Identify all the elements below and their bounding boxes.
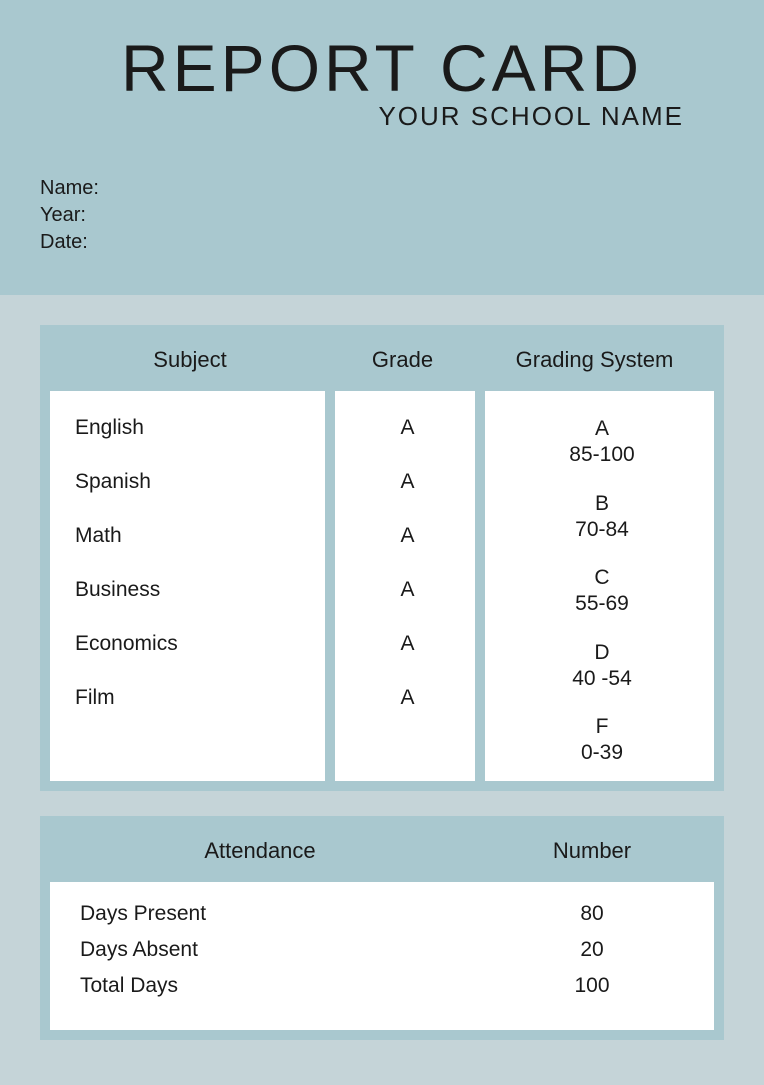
grading-system-panel: A 85-100 B 70-84 C 55-69 D 40 -54 F 0-	[485, 391, 714, 781]
grade-range: 55-69	[575, 592, 629, 615]
subject-grade: A	[360, 632, 455, 656]
grade-range: 40 -54	[572, 667, 632, 690]
attendance-header: Attendance Number	[50, 826, 714, 882]
grading-system-entry: B 70-84	[510, 491, 694, 544]
grade-letter: F	[596, 715, 609, 738]
subject-grade: A	[360, 686, 455, 710]
grade-range: 0-39	[581, 741, 623, 764]
subject-grade: A	[360, 578, 455, 602]
subject-name: Economics	[75, 632, 305, 656]
subject-panel: English Spanish Math Business Economics …	[50, 391, 325, 781]
grades-body: English Spanish Math Business Economics …	[50, 391, 714, 781]
grading-system-entry: A 85-100	[510, 416, 694, 469]
grades-header: Subject Grade Grading System	[50, 335, 714, 391]
subject-name: Math	[75, 524, 305, 548]
attendance-number: 20	[500, 938, 684, 962]
subject-name: Business	[75, 578, 305, 602]
grading-system-entry: F 0-39	[510, 714, 694, 767]
attendance-label: Days Present	[80, 902, 500, 926]
attendance-panel: Days Present 80 Days Absent 20 Total Day…	[50, 882, 714, 1030]
attendance-row: Total Days 100	[80, 974, 684, 998]
subject-name: English	[75, 416, 305, 440]
subject-grade: A	[360, 524, 455, 548]
student-info: Name: Year: Date:	[40, 177, 724, 254]
date-label: Date:	[40, 231, 724, 254]
grade-range: 70-84	[575, 518, 629, 541]
content: Subject Grade Grading System English Spa…	[0, 295, 764, 1085]
column-grade: Grade	[330, 347, 475, 373]
grade-letter: D	[594, 641, 609, 664]
column-grading-system: Grading System	[475, 347, 714, 373]
subject-name: Film	[75, 686, 305, 710]
grading-system-entry: C 55-69	[510, 565, 694, 618]
grade-letter: A	[595, 417, 609, 440]
column-number: Number	[470, 838, 714, 864]
grading-system-entry: D 40 -54	[510, 640, 694, 693]
subject-grade: A	[360, 470, 455, 494]
attendance-label: Total Days	[80, 974, 500, 998]
year-label: Year:	[40, 204, 724, 227]
attendance-row: Days Absent 20	[80, 938, 684, 962]
attendance-number: 80	[500, 902, 684, 926]
grade-range: 85-100	[569, 443, 634, 466]
grade-panel: A A A A A A	[335, 391, 475, 781]
attendance-row: Days Present 80	[80, 902, 684, 926]
grades-card: Subject Grade Grading System English Spa…	[40, 325, 724, 791]
header: REPORT CARD YOUR SCHOOL NAME Name: Year:…	[0, 0, 764, 295]
grade-letter: C	[594, 566, 609, 589]
column-attendance: Attendance	[50, 838, 470, 864]
attendance-label: Days Absent	[80, 938, 500, 962]
attendance-number: 100	[500, 974, 684, 998]
subject-grade: A	[360, 416, 455, 440]
subject-name: Spanish	[75, 470, 305, 494]
attendance-card: Attendance Number Days Present 80 Days A…	[40, 816, 724, 1040]
column-subject: Subject	[50, 347, 330, 373]
name-label: Name:	[40, 177, 724, 200]
grade-letter: B	[595, 492, 609, 515]
page-title: REPORT CARD	[40, 30, 724, 106]
